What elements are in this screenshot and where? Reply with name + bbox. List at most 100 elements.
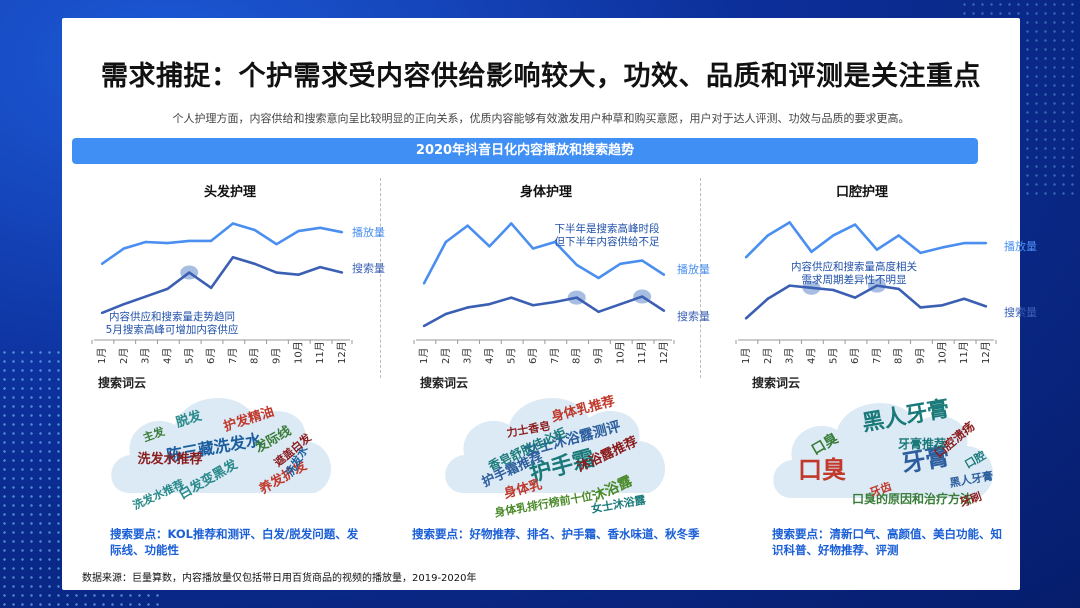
data-point	[488, 245, 491, 248]
data-point	[941, 246, 944, 249]
data-point	[941, 304, 944, 307]
x-tick-label: 2月	[440, 348, 452, 364]
series-line-search	[745, 284, 987, 320]
data-point	[597, 276, 600, 280]
data-point	[144, 295, 147, 298]
data-point	[853, 223, 857, 226]
series-line-search	[101, 255, 343, 315]
x-tick-label: 7月	[871, 348, 883, 364]
cloud-word: 脱发	[174, 407, 205, 431]
data-point	[575, 263, 578, 267]
data-point	[422, 282, 426, 285]
series-line-play	[745, 221, 986, 259]
x-tick-label: 7月	[549, 348, 561, 364]
data-point	[832, 234, 835, 237]
chart-annotation: 需求周期差异性不明显	[802, 273, 907, 286]
data-point	[962, 297, 966, 300]
x-tick-label: 12月	[658, 341, 670, 364]
keypoints-oral: 搜索要点：清新口气、高颜值、美白功能、知识科普、好物推荐、评测	[772, 527, 1002, 557]
data-point	[253, 228, 256, 232]
series-label: 搜索量	[352, 261, 385, 275]
data-point	[744, 317, 748, 320]
data-point	[640, 295, 644, 298]
x-tick-label: 8月	[893, 348, 905, 364]
x-tick-label: 3月	[140, 348, 152, 364]
chart-annotation: 5月搜索高峰可增加内容供应	[106, 323, 239, 336]
x-tick-label: 6月	[849, 348, 861, 364]
data-point	[919, 306, 922, 309]
x-tick-label: 8月	[571, 348, 583, 364]
panel-title-hair: 头发护理	[203, 185, 256, 200]
x-tick-label: 1月	[740, 348, 752, 364]
chart-hair-care: 1月 2月 3月 4月 5月 6月 7月 8月 9月 10月 11月 12月 播放量搜索量内容供应和搜索…	[91, 222, 385, 364]
x-tick-label: 11月	[636, 341, 648, 364]
data-point	[318, 226, 322, 230]
section-banner: 2020年抖音日化内容播放和搜索趋势	[72, 138, 978, 164]
page-subtitle: 个人护理方面，内容供给和搜索意向呈比较明显的正向关系，优质内容能够有效激发用户种…	[172, 112, 910, 125]
series-label: 播放量	[677, 262, 710, 276]
data-point	[553, 300, 557, 304]
data-point	[810, 286, 813, 290]
series-label: 搜索量	[1004, 305, 1037, 319]
data-point	[875, 248, 879, 251]
x-tick-label: 9月	[271, 348, 283, 364]
x-tick-label: 11月	[314, 341, 326, 364]
data-point	[166, 287, 169, 291]
data-point	[488, 302, 491, 306]
panel-separator	[700, 178, 701, 378]
data-point	[619, 262, 622, 266]
x-tick-label: 4月	[161, 348, 173, 364]
data-point	[340, 230, 344, 234]
data-point	[144, 240, 147, 244]
data-point	[897, 287, 900, 291]
x-tick-label: 11月	[958, 341, 970, 364]
data-point	[209, 239, 213, 243]
series-line-play	[101, 222, 343, 265]
x-tick-label: 4月	[483, 348, 495, 364]
x-tick-label: 4月	[805, 348, 817, 364]
x-tick-label: 5月	[183, 348, 195, 364]
data-point	[810, 250, 813, 254]
data-point	[744, 256, 748, 259]
data-point	[253, 262, 256, 266]
data-point	[122, 302, 126, 306]
x-tick-label: 9月	[915, 348, 927, 364]
x-tick-label: 3月	[784, 348, 796, 364]
data-point	[340, 271, 344, 274]
data-point	[531, 304, 535, 307]
data-point	[100, 311, 104, 315]
data-point	[466, 224, 469, 227]
data-point	[100, 262, 104, 266]
data-point	[466, 306, 469, 309]
cloud-word: 口臭的原因和治疗方法	[852, 491, 972, 506]
data-point	[984, 305, 988, 308]
data-point	[553, 240, 557, 244]
series-label: 搜索量	[677, 309, 710, 323]
x-tick-label: 1月	[418, 348, 430, 364]
word-cloud-label: 搜索词云	[420, 376, 469, 390]
data-point	[897, 234, 900, 237]
series-line-play	[422, 222, 665, 285]
data-point	[853, 296, 857, 299]
x-tick-label: 5月	[827, 348, 839, 364]
x-tick-label: 12月	[336, 341, 348, 364]
keypoints-body: 搜索要点：好物推荐、排名、护手霜、香水味道、秋冬季	[412, 527, 700, 541]
data-point	[297, 273, 300, 276]
word-cloud-label: 搜索词云	[98, 376, 147, 390]
data-point	[766, 297, 770, 300]
data-point	[510, 296, 513, 299]
data-point	[188, 271, 191, 274]
data-point	[422, 324, 426, 328]
data-point	[166, 241, 169, 245]
data-point	[619, 302, 622, 306]
data-point	[984, 241, 988, 245]
cloud-shape	[773, 403, 994, 498]
panel-title-oral: 口腔护理	[835, 185, 888, 200]
x-tick-label: 5月	[505, 348, 517, 364]
series-label: 播放量	[352, 225, 385, 239]
data-point	[832, 288, 835, 292]
data-point	[788, 221, 791, 224]
x-tick-label: 10月	[614, 341, 626, 364]
data-point	[875, 284, 879, 287]
